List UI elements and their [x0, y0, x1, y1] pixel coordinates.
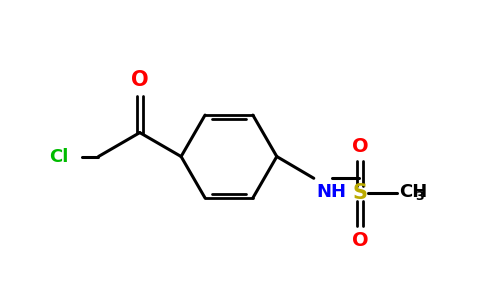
Text: CH: CH	[399, 183, 428, 201]
Text: 3: 3	[415, 190, 424, 202]
Text: NH: NH	[316, 184, 346, 202]
Text: O: O	[131, 70, 149, 90]
Text: S: S	[353, 184, 368, 203]
Text: O: O	[352, 231, 369, 250]
Text: Cl: Cl	[49, 148, 68, 166]
Text: O: O	[352, 137, 369, 156]
